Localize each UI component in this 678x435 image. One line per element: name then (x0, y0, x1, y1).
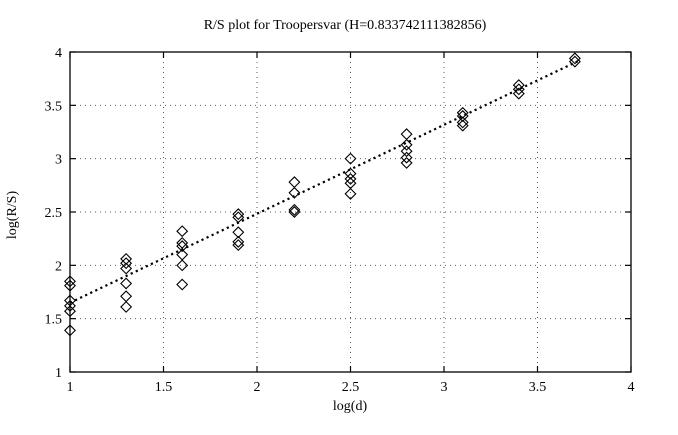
data-point-diamond (344, 152, 357, 165)
data-point-diamond (232, 226, 245, 239)
data-point-diamond (64, 305, 76, 318)
grid-lines (70, 52, 631, 372)
data-point-diamond (512, 79, 525, 92)
data-point-diamond (64, 279, 76, 292)
hurst-fit-line (69, 58, 581, 304)
data-point-diamond (456, 110, 469, 122)
data-point-diamond (288, 203, 301, 216)
y-tick-label: 2.5 (45, 206, 63, 221)
y-tick-label: 2 (55, 259, 62, 274)
y-tick-label: 4 (55, 46, 62, 61)
scatter-points (64, 52, 581, 337)
data-point-diamond (400, 138, 413, 151)
data-point-diamond (64, 275, 76, 288)
data-point-diamond (232, 239, 245, 252)
data-point-diamond (176, 240, 189, 253)
trend-line (69, 58, 581, 304)
data-point-diamond (120, 300, 133, 313)
data-point-diamond (176, 278, 189, 291)
x-tick-label: 2 (254, 380, 261, 395)
data-point-diamond (120, 277, 133, 290)
data-point-diamond (64, 324, 76, 337)
data-point-diamond (120, 257, 133, 270)
data-point-diamond (232, 211, 245, 224)
x-tick-label: 1.5 (155, 380, 173, 395)
data-point-diamond (400, 151, 413, 164)
data-point-diamond (456, 119, 469, 132)
x-axis-label: log(d) (333, 399, 368, 414)
y-tick-label: 1 (55, 366, 62, 381)
data-point-diamond (456, 116, 469, 129)
data-point-diamond (232, 235, 245, 248)
data-point-diamond (120, 252, 133, 265)
chart-title: R/S plot for Troopersvar (H=0.8337421113… (204, 18, 487, 33)
data-point-diamond (288, 186, 301, 199)
data-point-diamond (232, 208, 245, 221)
data-point-diamond (512, 83, 525, 96)
data-point-diamond (568, 52, 581, 65)
data-point-diamond (456, 106, 469, 119)
data-point-diamond (64, 299, 76, 312)
data-point-diamond (568, 55, 581, 68)
y-tick-label: 3 (55, 153, 62, 168)
y-tick-label: 3.5 (45, 99, 63, 114)
y-axis-label: log(R/S) (5, 191, 20, 240)
y-tick-label: 1.5 (45, 313, 63, 328)
data-point-diamond (288, 206, 301, 218)
axes-and-ticks (69, 51, 632, 373)
data-point-diamond (344, 172, 357, 185)
data-point-diamond (512, 87, 525, 100)
data-point-diamond (400, 156, 413, 169)
data-point-diamond (400, 145, 413, 158)
data-point-diamond (176, 259, 189, 272)
x-tick-label: 4 (628, 380, 635, 395)
tick-labels: 1 1.5 2 2.5 3 3.5 4 1 1.5 2 2.5 3 3.5 4 (45, 46, 635, 395)
data-point-diamond (120, 262, 133, 275)
x-tick-label: 3.5 (529, 380, 547, 395)
data-point-diamond (176, 225, 189, 238)
data-point-diamond (344, 167, 357, 180)
data-point-diamond (176, 236, 189, 249)
x-tick-label: 2.5 (342, 380, 360, 395)
x-tick-label: 1 (67, 380, 74, 395)
data-point-diamond (344, 187, 357, 200)
x-tick-label: 3 (441, 380, 448, 395)
